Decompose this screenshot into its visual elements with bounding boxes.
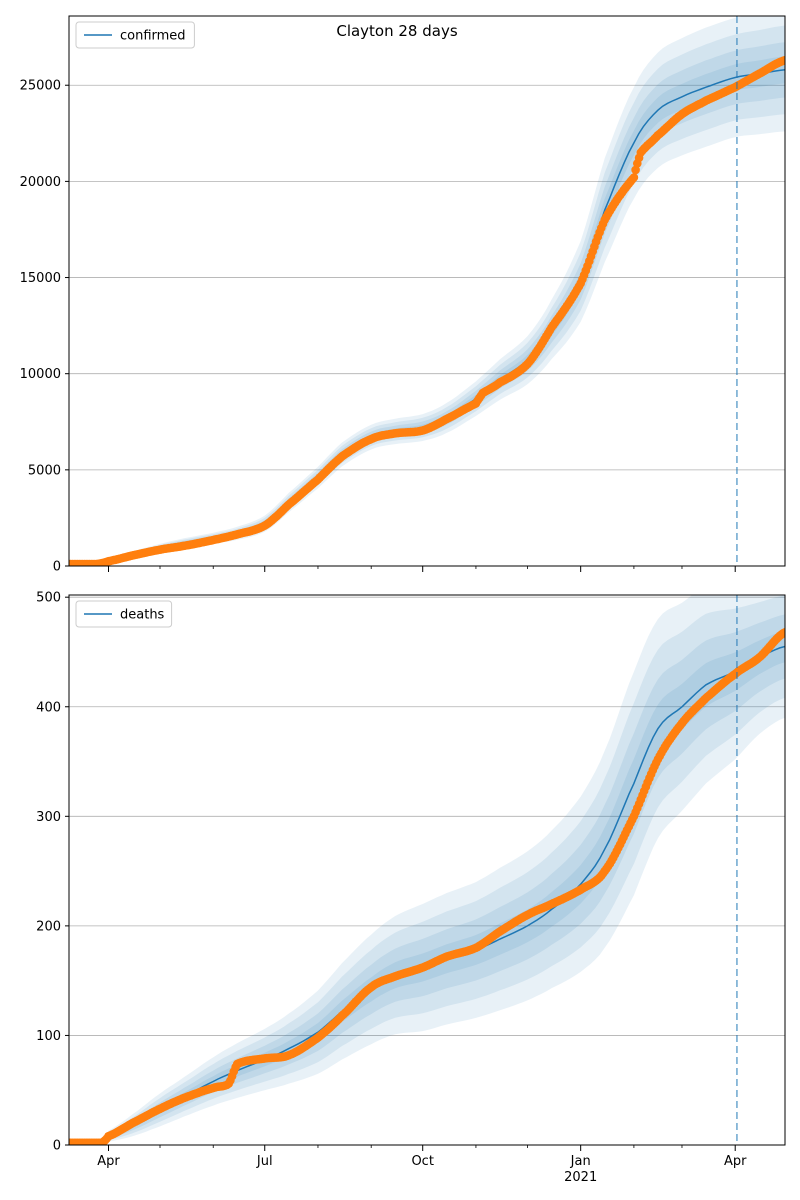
y-tick-label-4: 400 — [36, 700, 61, 715]
uncertainty-band-1 — [69, 25, 785, 565]
plot-area — [69, 595, 785, 1145]
x-tick-label-1: Jul — [256, 1154, 273, 1169]
y-tick-label-0: 0 — [53, 560, 61, 575]
x-tick-label-4: Apr — [724, 1154, 747, 1169]
y-tick-label-1: 100 — [36, 1029, 61, 1044]
legend: deaths — [75, 600, 173, 628]
observed-point — [629, 173, 639, 182]
y-tick-label-4: 20000 — [20, 175, 61, 190]
y-tick-label-5: 500 — [36, 591, 61, 606]
axes-frame — [68, 15, 786, 567]
figure-title: Clayton 28 days — [336, 22, 457, 40]
observed-point — [780, 628, 785, 637]
uncertainty-band-2 — [69, 614, 785, 1145]
y-tick-label-3: 300 — [36, 810, 61, 825]
legend-label: confirmed — [120, 29, 186, 44]
uncertainty-band-3 — [69, 630, 785, 1145]
uncertainty-band-0 — [69, 16, 785, 565]
y-tick-label-5: 25000 — [20, 79, 61, 94]
x-tick-label-0: Apr — [97, 1154, 120, 1169]
x-tick-label-2: Oct — [411, 1154, 433, 1169]
uncertainty-band-1 — [69, 595, 785, 1145]
y-tick-label-2: 200 — [36, 919, 61, 934]
legend-box — [75, 600, 173, 628]
y-tick-label-3: 15000 — [20, 271, 61, 286]
legend: confirmed — [75, 21, 195, 49]
plot-area — [69, 16, 785, 566]
observed-point — [780, 55, 785, 65]
y-tick-label-1: 5000 — [28, 463, 61, 478]
x-tick-label-3: Jan — [570, 1154, 591, 1169]
y-tick-label-0: 0 — [53, 1139, 61, 1154]
uncertainty-band-0 — [69, 595, 785, 1145]
legend-box — [75, 21, 195, 49]
axes-frame — [68, 594, 786, 1146]
x-tick-sublabel-3: 2021 — [564, 1170, 597, 1185]
confirmed-panel: 0 5000 10000 15000 20000 25000 confirmed — [20, 15, 786, 575]
legend-label: deaths — [120, 608, 165, 623]
y-tick-label-2: 10000 — [20, 367, 61, 382]
